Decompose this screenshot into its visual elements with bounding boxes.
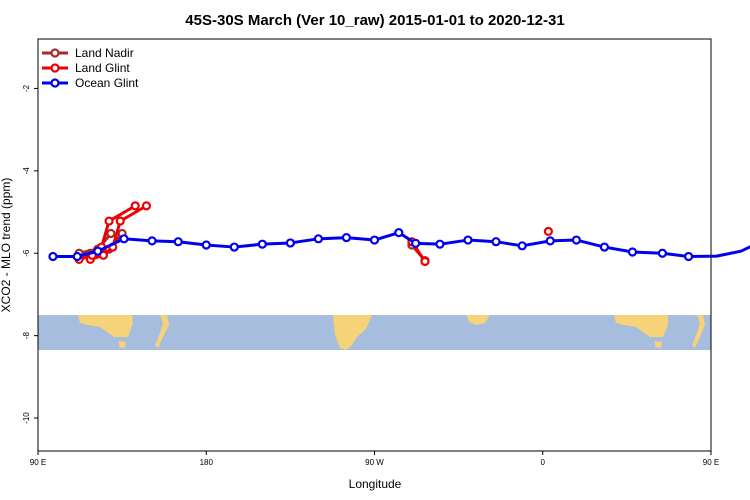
data-point bbox=[147, 236, 157, 246]
data-point bbox=[257, 239, 267, 249]
map-land-shape-4 bbox=[333, 315, 372, 351]
x-axis-label: Longitude bbox=[349, 477, 402, 491]
x-tick-label: 0 bbox=[541, 458, 546, 467]
y-tick-label: -6 bbox=[22, 249, 31, 257]
map-land-shape-5 bbox=[466, 315, 490, 326]
x-tick-label: 90 E bbox=[703, 458, 719, 467]
y-axis-label: XCO2 - MLO trend (ppm) bbox=[0, 178, 13, 313]
map-strip bbox=[38, 315, 711, 351]
data-point bbox=[463, 235, 473, 245]
data-point bbox=[545, 236, 555, 246]
data-point bbox=[229, 242, 239, 252]
map-land-shape-3 bbox=[155, 315, 169, 349]
data-point bbox=[93, 246, 103, 256]
map-land-shape-8 bbox=[692, 315, 705, 349]
series-ocean-glint bbox=[48, 228, 750, 262]
data-point bbox=[491, 237, 501, 247]
data-point bbox=[104, 216, 114, 226]
y-tick-label: -4 bbox=[22, 167, 31, 175]
data-point bbox=[420, 256, 430, 267]
map-land-shape-7 bbox=[655, 341, 662, 349]
legend-label: Land Nadir bbox=[75, 46, 134, 60]
data-point bbox=[173, 237, 183, 247]
legend-label: Ocean Glint bbox=[75, 76, 139, 90]
series-layer bbox=[48, 201, 750, 267]
y-tick-label: -10 bbox=[22, 412, 31, 424]
data-point bbox=[435, 239, 445, 249]
data-point bbox=[72, 251, 82, 262]
data-point bbox=[369, 235, 380, 245]
legend-swatch-marker bbox=[50, 48, 60, 58]
data-point bbox=[106, 228, 116, 239]
map-ocean bbox=[38, 315, 711, 351]
data-point bbox=[313, 234, 324, 244]
data-point bbox=[130, 201, 140, 211]
series-land-nadir bbox=[74, 228, 430, 266]
legend-swatch-marker bbox=[50, 63, 60, 73]
data-point bbox=[599, 242, 610, 252]
map-land-shape-1 bbox=[78, 315, 133, 338]
data-point bbox=[517, 241, 527, 251]
data-point bbox=[141, 201, 152, 211]
data-point bbox=[683, 251, 694, 262]
series-land-glint bbox=[74, 201, 553, 267]
legend-swatch-marker bbox=[50, 78, 60, 88]
x-tick-label: 90 E bbox=[30, 458, 46, 467]
data-point bbox=[48, 251, 58, 262]
legend-item: Ocean Glint bbox=[42, 76, 139, 90]
legend-label: Land Glint bbox=[75, 61, 130, 75]
data-point bbox=[627, 247, 638, 257]
data-point bbox=[543, 226, 553, 237]
plot-frame bbox=[37, 38, 712, 452]
data-point bbox=[571, 235, 582, 245]
data-point bbox=[394, 228, 404, 238]
data-point bbox=[115, 216, 125, 226]
y-tick-label: -2 bbox=[22, 84, 31, 92]
data-point bbox=[285, 238, 295, 248]
data-point bbox=[341, 232, 352, 243]
x-axis: 90 E 180 90 W 0 90 E bbox=[30, 451, 719, 467]
map-land bbox=[78, 315, 705, 351]
y-axis: -2 -4 -6 -8 -10 bbox=[22, 84, 38, 424]
data-point bbox=[411, 238, 421, 248]
data-point bbox=[119, 234, 129, 244]
map-land-shape-2 bbox=[119, 341, 126, 349]
data-point bbox=[657, 248, 667, 258]
x-tick-label: 180 bbox=[200, 458, 214, 467]
map-land-shape-6 bbox=[614, 315, 668, 338]
chart-title: 45S-30S March (Ver 10_raw) 2015-01-01 to… bbox=[185, 12, 564, 29]
y-tick-label: -8 bbox=[22, 332, 31, 340]
x-tick-label: 90 W bbox=[365, 458, 384, 467]
legend-item: Land Glint bbox=[42, 61, 130, 75]
data-point bbox=[201, 240, 211, 250]
legend-item: Land Nadir bbox=[42, 46, 134, 60]
